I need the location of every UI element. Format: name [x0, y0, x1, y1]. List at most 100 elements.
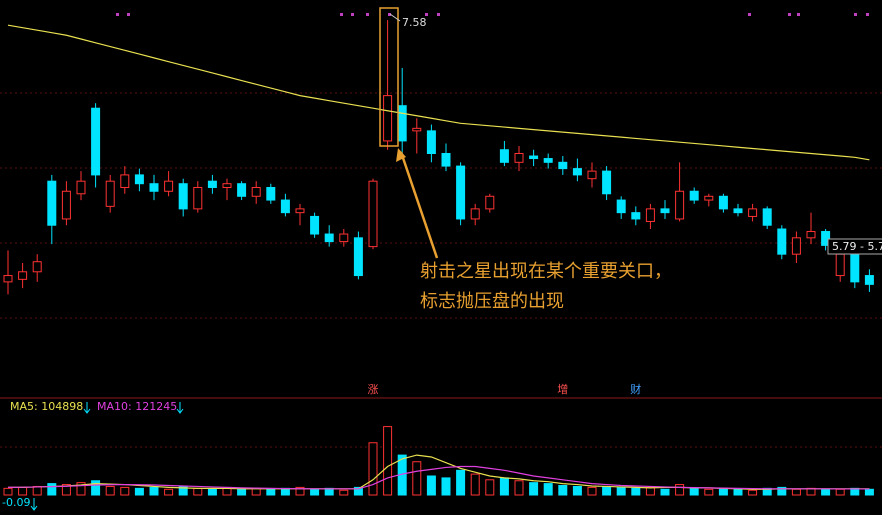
- volume-bar: [616, 486, 626, 496]
- volume-bar: [791, 488, 801, 496]
- marks: [3, 20, 874, 496]
- candle-body: [791, 237, 801, 255]
- volume-bar: [266, 488, 276, 496]
- candle-body: [704, 195, 714, 201]
- volume-bar: [748, 489, 758, 496]
- candle-body: [558, 161, 568, 170]
- volume-bar: [821, 488, 831, 496]
- candle-body: [675, 190, 685, 220]
- volume-bar: [587, 486, 597, 496]
- candle-body: [631, 212, 641, 220]
- candle-body: [762, 208, 772, 226]
- volume-bar: [777, 486, 787, 496]
- down-arrow: [30, 498, 38, 511]
- volume-bar: [61, 484, 71, 496]
- volume-bar: [383, 426, 393, 496]
- vol-ma10-label: MA10: 121245: [97, 400, 177, 413]
- candle-body: [602, 170, 612, 195]
- candle-body: [251, 186, 261, 197]
- candle-body: [3, 275, 13, 283]
- volume-bar: [76, 482, 86, 496]
- volume-bar: [660, 488, 670, 496]
- volume-bar: [149, 486, 159, 496]
- volume-bar: [368, 442, 378, 496]
- candle-body: [76, 180, 86, 195]
- candle-body: [777, 228, 787, 255]
- volume-bar: [91, 480, 101, 496]
- volume-bar: [602, 485, 612, 496]
- annotation-arrow: [399, 151, 439, 259]
- volume-bar: [237, 488, 247, 496]
- volume-bar: [339, 489, 349, 496]
- volume-bar: [32, 485, 42, 496]
- volume-bar: [572, 485, 582, 496]
- candle-body: [470, 208, 480, 220]
- volume-bar: [193, 487, 203, 496]
- candle-body: [193, 186, 203, 210]
- volume-bar: [207, 488, 217, 496]
- volume-bar: [470, 473, 480, 496]
- event-label: 涨: [368, 383, 379, 396]
- candle-body: [353, 237, 363, 277]
- volume-bar: [18, 486, 28, 496]
- candle-body: [748, 208, 758, 217]
- candle-body: [222, 183, 232, 188]
- volume-bar: [441, 477, 451, 496]
- candle-body: [237, 183, 247, 197]
- candle-body: [587, 170, 597, 180]
- high-label: 7.58: [402, 16, 427, 29]
- candle-body: [368, 180, 378, 248]
- highlight-box: [379, 7, 399, 147]
- volume-bar: [426, 475, 436, 496]
- volume-bar: [485, 479, 495, 496]
- candle-body: [47, 180, 57, 226]
- volume-bar: [704, 488, 714, 496]
- candle-body: [529, 155, 539, 160]
- candle-body: [499, 149, 509, 163]
- candle-body: [733, 208, 743, 214]
- event-label: 增: [557, 382, 568, 396]
- candle-body: [864, 275, 874, 285]
- price-tag-box: [827, 238, 882, 255]
- candle-body: [295, 208, 305, 214]
- volume-bar: [222, 487, 232, 496]
- candle-body: [91, 107, 101, 176]
- purple-dots: [116, 13, 869, 16]
- volume-bar: [295, 486, 305, 496]
- candle-body: [266, 186, 276, 201]
- candle-body: [61, 190, 71, 220]
- volume-bar: [120, 486, 130, 496]
- candle-body: [485, 195, 495, 210]
- candle-body: [18, 271, 28, 280]
- candle-body: [660, 208, 670, 214]
- volume-bar: [689, 487, 699, 496]
- vol-ma10-line: [7, 465, 870, 490]
- volume-bar: [499, 477, 509, 496]
- volume-bar: [353, 486, 363, 496]
- volume-bar: [718, 487, 728, 496]
- vol-ma5-label: MA5: 104898: [10, 400, 83, 413]
- candle-body: [835, 253, 845, 277]
- candle-body: [339, 233, 349, 243]
- candle-body: [821, 231, 831, 246]
- volume-bar: [631, 487, 641, 496]
- ma-line: [7, 24, 870, 161]
- candle-body: [105, 180, 115, 207]
- volume-bar: [835, 488, 845, 496]
- candle-body: [543, 158, 553, 163]
- down-arrow: [83, 402, 91, 414]
- candle-body: [120, 174, 130, 188]
- volume-bar: [47, 483, 57, 496]
- candle-body: [806, 231, 816, 239]
- candle-body: [426, 130, 436, 155]
- volume-bar: [529, 482, 539, 496]
- volume-bar: [733, 488, 743, 496]
- candle-body: [616, 199, 626, 214]
- volume-bar: [514, 480, 524, 496]
- candle-body: [134, 174, 144, 185]
- candle-body: [412, 127, 422, 132]
- candle-body: [324, 233, 334, 243]
- bottom-label: -0.09: [2, 496, 30, 509]
- volume-bar: [310, 488, 320, 496]
